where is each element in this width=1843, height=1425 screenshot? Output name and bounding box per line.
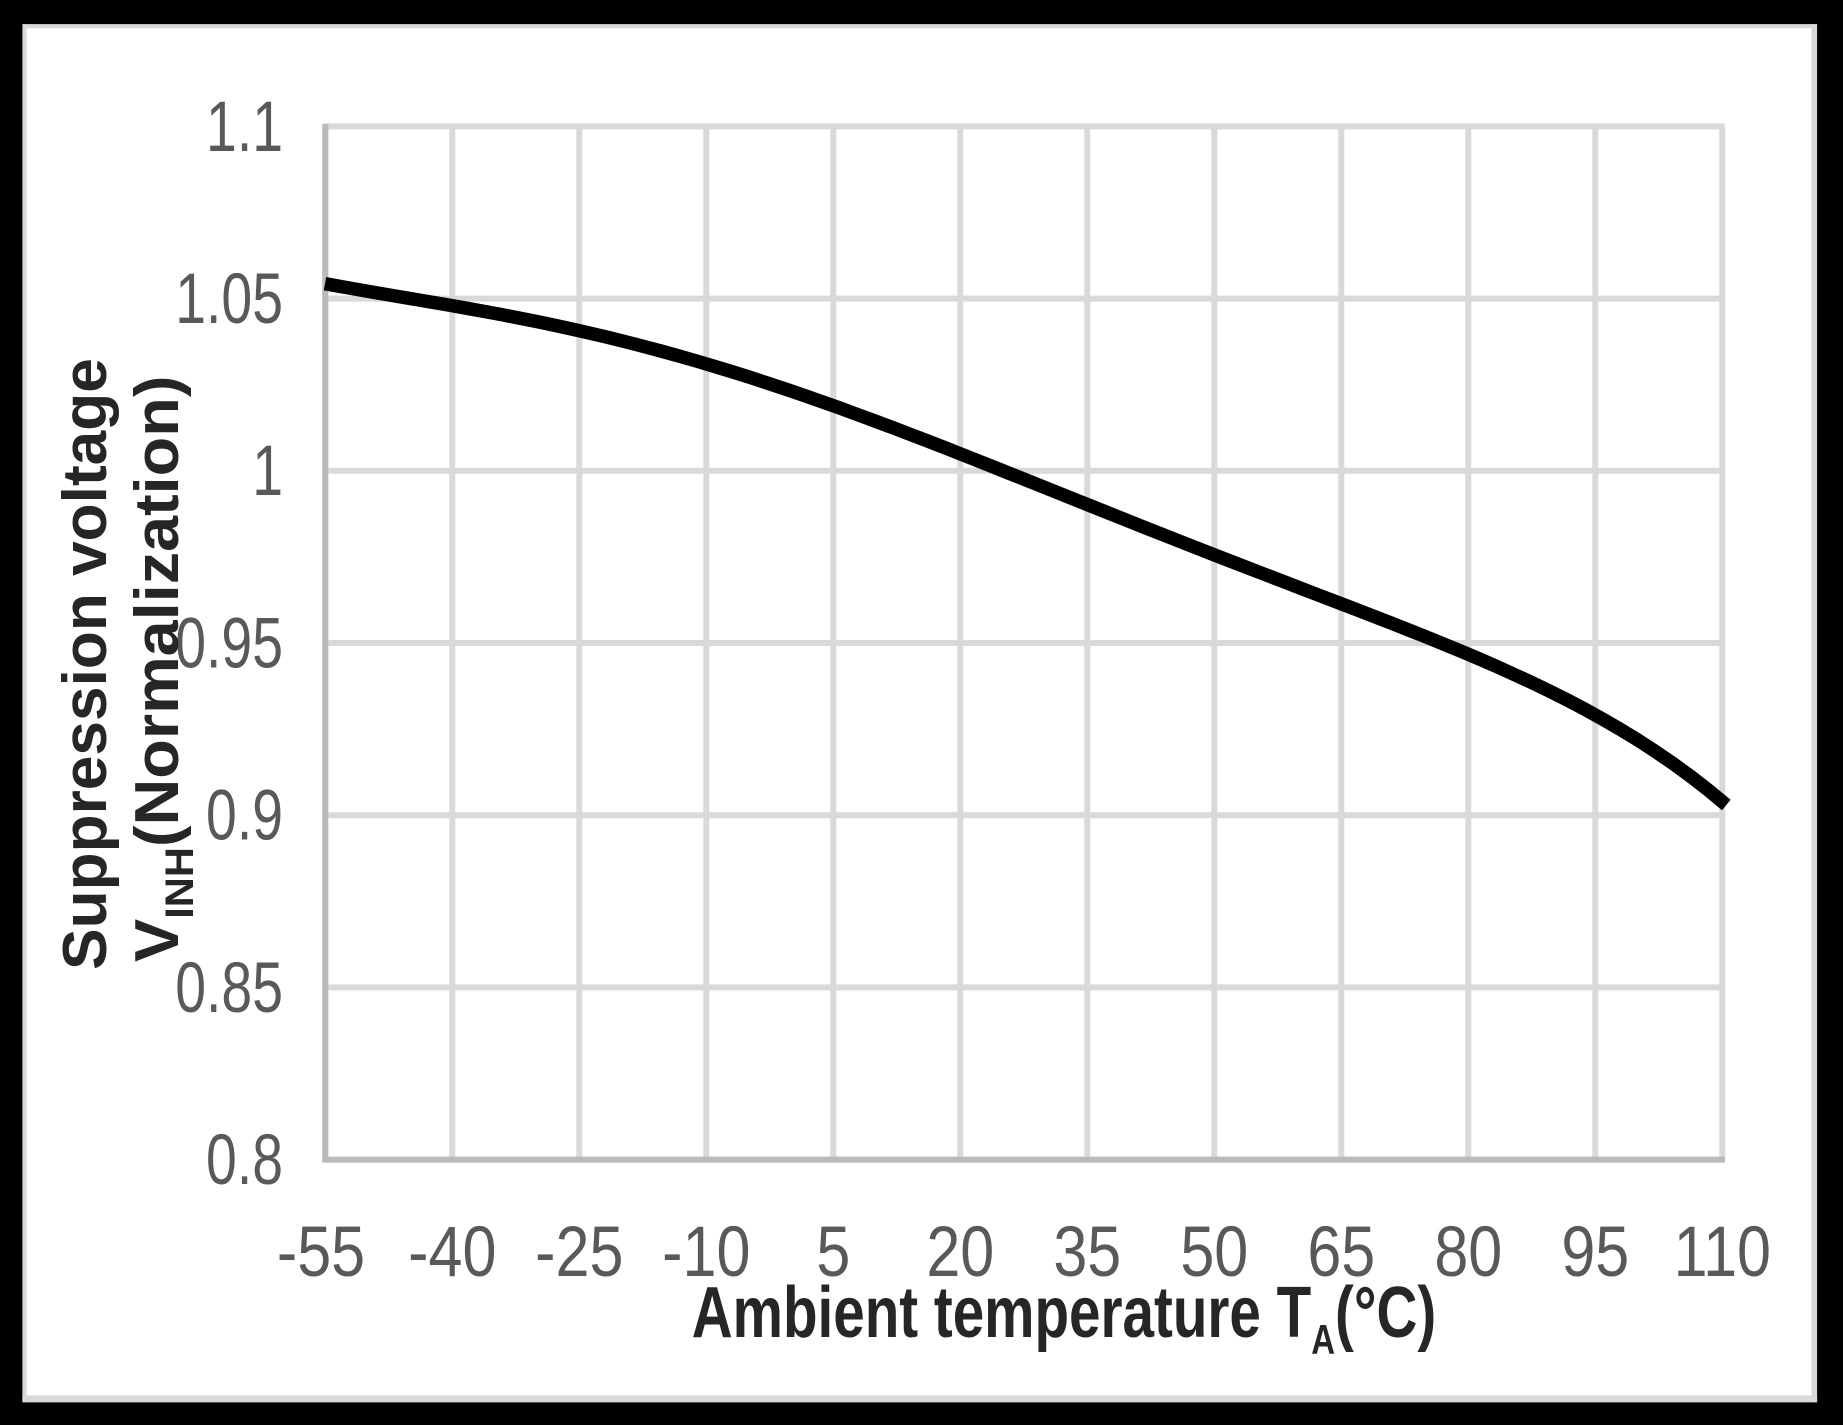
svg-text:Suppression voltage: Suppression voltage	[51, 358, 120, 970]
svg-text:-55: -55	[277, 1213, 365, 1292]
svg-text:20: 20	[926, 1213, 994, 1292]
svg-text:0.8: 0.8	[206, 1120, 283, 1199]
svg-text:-10: -10	[662, 1213, 750, 1292]
svg-text:-25: -25	[535, 1213, 623, 1292]
svg-text:1.1: 1.1	[206, 87, 283, 166]
svg-text:50: 50	[1180, 1213, 1248, 1292]
svg-text:0.85: 0.85	[175, 948, 283, 1027]
svg-text:1.05: 1.05	[175, 259, 283, 338]
svg-text:5: 5	[816, 1213, 850, 1292]
svg-text:-40: -40	[408, 1213, 496, 1292]
svg-text:1: 1	[252, 432, 283, 511]
svg-text:0.9: 0.9	[206, 776, 283, 855]
svg-text:65: 65	[1307, 1213, 1375, 1292]
svg-text:80: 80	[1434, 1213, 1502, 1292]
svg-text:0.95: 0.95	[175, 604, 283, 683]
svg-text:95: 95	[1561, 1213, 1629, 1292]
svg-text:110: 110	[1674, 1213, 1771, 1292]
svg-text:35: 35	[1053, 1213, 1121, 1292]
